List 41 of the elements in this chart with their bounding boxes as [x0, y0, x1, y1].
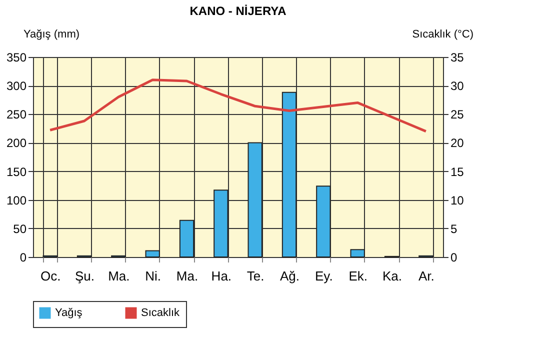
bar [248, 142, 262, 258]
y-tick-label: 250 [6, 108, 27, 122]
bar [282, 92, 297, 258]
x-tick-label: Ma. [108, 268, 130, 284]
bar [145, 250, 160, 258]
y-tick-label: 0 [20, 250, 27, 264]
y2-tick-label: 20 [450, 136, 464, 150]
y-tick-label: 350 [6, 50, 27, 64]
x-tick-label: Ar. [418, 268, 434, 284]
x-tick-label: Ek. [348, 268, 368, 284]
bar [316, 186, 331, 258]
line-series [48, 78, 428, 133]
y2-tick-label: 15 [450, 164, 464, 179]
x-tick-label: Ni. [145, 268, 162, 284]
x-tick-label: Te. [246, 268, 264, 284]
y-tick-label: 150 [6, 164, 27, 179]
y2-tick-label: 5 [450, 222, 458, 236]
y-tick-label: 300 [6, 79, 27, 94]
bar [179, 220, 194, 258]
y-axis-title: Yağış (mm) [24, 28, 80, 40]
y2-tick-label: 35 [450, 50, 464, 64]
legend-label: Sıcaklık [141, 307, 180, 319]
y2-tick-label: 10 [450, 193, 464, 208]
y-tick-label: 50 [13, 222, 27, 236]
x-tick-label: Ka. [382, 268, 402, 284]
y2-tick-label: 25 [450, 108, 464, 122]
x-tick-label: Ağ. [280, 268, 300, 284]
x-tick-label: Ey. [315, 268, 333, 284]
x-tick-label: Ma. [176, 268, 198, 284]
y-tick-label: 200 [6, 136, 27, 150]
bar [350, 249, 365, 258]
y-tick-label: 100 [6, 193, 27, 208]
x-tick-label: Ha. [211, 268, 232, 284]
bar [214, 190, 228, 258]
x-tick-label: Oc. [40, 268, 61, 284]
chart-title: KANO - NİJERYA [190, 4, 287, 18]
legend-label: Yağış [55, 307, 83, 319]
y2-tick-label: 30 [450, 79, 464, 94]
y2-axis-title: Sıcaklık (°C) [412, 28, 474, 40]
y2-tick-label: 0 [450, 250, 458, 264]
x-tick-label: Şu. [74, 268, 95, 284]
